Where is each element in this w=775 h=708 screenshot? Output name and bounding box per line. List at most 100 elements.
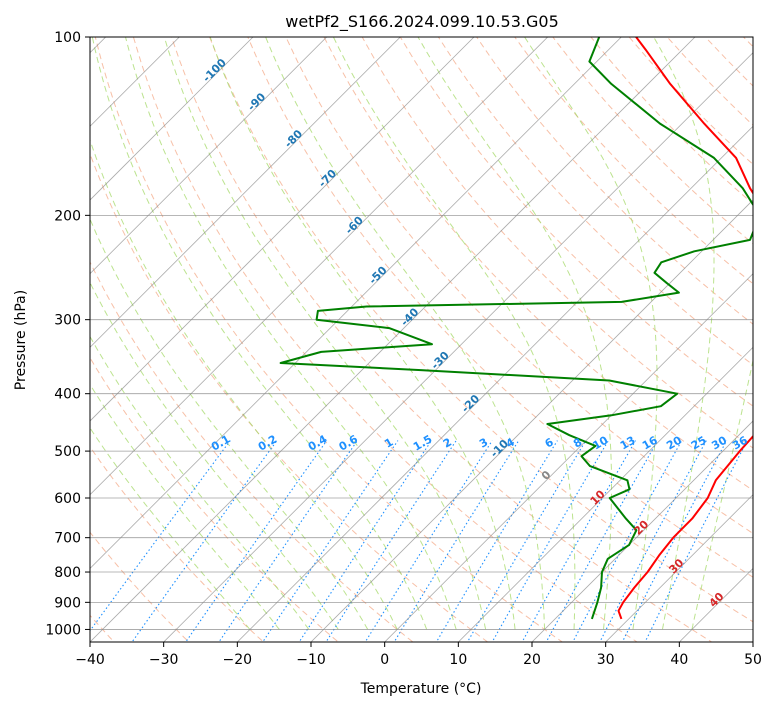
profile-lines bbox=[279, 37, 753, 620]
x-tick-label: 0 bbox=[380, 652, 389, 668]
mixing-ratio-label: 1 bbox=[382, 436, 395, 451]
moist-adiabat bbox=[524, 37, 658, 630]
isotherm-label: -70 bbox=[316, 167, 339, 190]
moist-adiabat bbox=[332, 37, 576, 630]
dry-adiabat bbox=[285, 37, 753, 535]
mixing-ratio-line bbox=[521, 440, 637, 642]
dry-adiabat bbox=[90, 260, 414, 642]
moist-adiabat bbox=[653, 37, 715, 630]
axes: −40 −30 −20 −10 0 10 20 30 40 5010020030040050060… bbox=[45, 30, 762, 668]
dry-adiabat bbox=[90, 446, 265, 642]
isotherm-line bbox=[384, 273, 753, 642]
dry-adiabat bbox=[94, 37, 564, 642]
dry-adiabat bbox=[628, 37, 753, 166]
dry-adiabat bbox=[399, 37, 753, 407]
y-tick-label: 600 bbox=[54, 491, 81, 507]
profile-series-line bbox=[617, 37, 753, 620]
isotherm-label: -40 bbox=[398, 305, 421, 328]
mixing-ratio-line bbox=[491, 440, 609, 642]
mixing-ratio-line bbox=[364, 440, 493, 642]
dry-adiabat bbox=[90, 356, 339, 642]
profile-series-line bbox=[279, 37, 753, 620]
isotherm-line bbox=[90, 37, 328, 275]
isotherm-label: 40 bbox=[707, 590, 727, 610]
mixing-ratio-label: 0.2 bbox=[256, 433, 279, 454]
moist-adiabat bbox=[125, 37, 457, 630]
isotherm-label: -100 bbox=[200, 56, 229, 85]
isotherm-line bbox=[752, 641, 753, 642]
moist-adiabat bbox=[417, 37, 612, 630]
chart-title: wetPf2_S166.2024.099.10.53.G05 bbox=[285, 12, 559, 32]
plot-frame bbox=[89, 36, 754, 643]
mixing-ratio-line bbox=[218, 440, 358, 642]
mixing-ratio-line bbox=[545, 440, 659, 642]
y-tick-label: 500 bbox=[54, 444, 81, 460]
background-lines bbox=[90, 10, 775, 654]
mixing-ratio-line bbox=[325, 440, 457, 642]
dry-adiabat bbox=[514, 37, 753, 285]
moist-adiabat bbox=[209, 37, 516, 630]
mixing-ratio-label: 2 bbox=[441, 436, 454, 451]
dry-adiabat bbox=[323, 37, 753, 491]
y-axis-title: Pressure (hPa) bbox=[13, 290, 29, 390]
mixing-ratio-line bbox=[599, 440, 707, 642]
isotherm-line bbox=[90, 37, 622, 569]
isotherm-line bbox=[90, 37, 475, 422]
isotherm-label: -60 bbox=[343, 214, 366, 237]
mixing-ratio-label: 6 bbox=[543, 435, 556, 450]
dry-adiabat bbox=[742, 37, 753, 48]
y-tick-label: 300 bbox=[54, 313, 81, 329]
dry-adiabat bbox=[361, 37, 753, 449]
isotherm-line bbox=[605, 494, 753, 642]
mixing-ratio-line bbox=[435, 440, 558, 642]
mixing-ratio-label: 0.1 bbox=[209, 433, 232, 454]
mixing-ratio-line bbox=[644, 440, 748, 642]
y-tick-label: 900 bbox=[54, 595, 81, 611]
moist-adiabat bbox=[90, 281, 339, 630]
mixing-ratio-label: 30 bbox=[709, 433, 729, 452]
mixing-ratio-line bbox=[621, 440, 728, 642]
mixing-ratio-label: 1.5 bbox=[411, 433, 434, 454]
moist-adiabat bbox=[90, 383, 280, 630]
mixing-ratio-label: 25 bbox=[689, 434, 709, 453]
isotherm-label: -50 bbox=[366, 264, 389, 287]
x-tick-label: 50 bbox=[744, 652, 762, 668]
x-tick-label: 30 bbox=[597, 652, 615, 668]
moist-adiabat bbox=[90, 138, 398, 630]
mixing-ratio-label: 0.4 bbox=[306, 432, 330, 453]
x-tick-label: 20 bbox=[523, 652, 541, 668]
mixing-ratio-label: 20 bbox=[664, 433, 684, 452]
mixing-ratio-label: 16 bbox=[640, 433, 660, 452]
dry-adiabat bbox=[247, 37, 753, 578]
moist-adiabat bbox=[163, 37, 487, 630]
x-tick-label: 40 bbox=[670, 652, 688, 668]
isotherm-line bbox=[0, 10, 59, 654]
dry-adiabat bbox=[132, 37, 638, 642]
mixing-ratio-line bbox=[572, 440, 683, 642]
y-tick-label: 800 bbox=[54, 565, 81, 581]
dry-adiabat bbox=[90, 531, 190, 642]
y-tick-label: 100 bbox=[54, 30, 81, 46]
moist-adiabat bbox=[91, 37, 428, 630]
mixing-ratio-line bbox=[298, 440, 432, 642]
isotherm-line bbox=[457, 346, 753, 642]
dry-adiabat bbox=[755, 10, 775, 654]
moist-adiabat bbox=[691, 358, 753, 630]
moist-adiabat bbox=[90, 427, 251, 630]
dry-adiabat bbox=[170, 37, 713, 642]
isotherm-label: 30 bbox=[666, 556, 686, 576]
y-tick-label: 700 bbox=[54, 531, 81, 547]
isotherm-line bbox=[90, 37, 254, 201]
x-tick-label: −20 bbox=[223, 652, 253, 668]
mixing-ratio-line bbox=[262, 440, 399, 642]
isotherm-line bbox=[678, 567, 753, 642]
dry-adiabat bbox=[590, 37, 753, 205]
mixing-ratio-line bbox=[90, 440, 231, 632]
isotherm-label: -80 bbox=[282, 127, 305, 150]
moist-adiabat bbox=[265, 37, 546, 630]
moist-adiabat bbox=[90, 217, 369, 630]
mixing-ratio-label: 10 bbox=[591, 433, 611, 452]
isotherm-line bbox=[90, 37, 180, 127]
dry-adiabat bbox=[90, 152, 489, 642]
